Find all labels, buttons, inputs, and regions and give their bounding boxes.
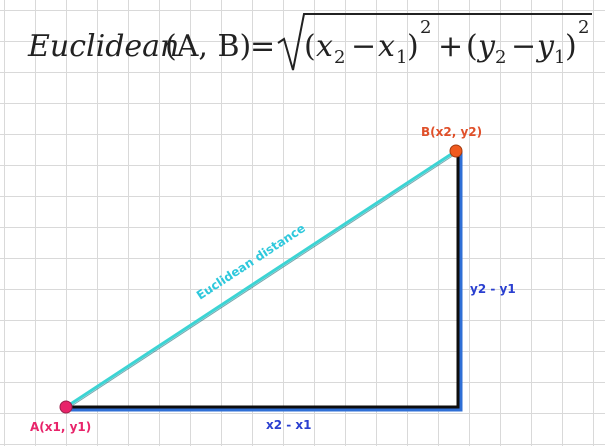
hypotenuse-line (65, 149, 457, 409)
euclidean-formula: Euclidean (A, B) = ( x 2 − x 1 ) 2 + ( y… (27, 13, 592, 71)
point-b-label: B(x2, y2) (421, 125, 482, 139)
formula-args: (A, B) (165, 29, 251, 64)
formula-y1: y (535, 29, 555, 64)
formula-x2: x (316, 29, 333, 64)
formula-plus: + (438, 29, 463, 64)
formula-minus2: − (511, 29, 536, 64)
triangle-legs (66, 151, 460, 409)
formula-exp2: 2 (578, 17, 589, 38)
formula-term1-close: ) (407, 29, 419, 64)
formula-term2-close: ) (565, 29, 577, 64)
formula-x1: x (378, 29, 395, 64)
formula-y2-sub: 2 (495, 47, 506, 68)
formula-equals: = (250, 29, 275, 64)
formula-term1-open: ( (304, 29, 316, 64)
hypotenuse-shadow (66, 152, 458, 410)
formula-y2: y (476, 29, 496, 64)
vertical-leg-label: y2 - y1 (470, 282, 516, 296)
formula-y1-sub: 1 (554, 47, 565, 68)
formula-x1-sub: 1 (396, 47, 407, 68)
leg-shadow (66, 151, 463, 412)
point-a-marker (59, 400, 73, 414)
formula-exp1: 2 (420, 17, 431, 38)
formula-x2-sub: 2 (334, 47, 345, 68)
formula-minus1: − (351, 29, 376, 64)
point-a-label: A(x1, y1) (30, 420, 91, 434)
radical-sign (277, 13, 592, 71)
formula-term2-open: ( (466, 29, 478, 64)
formula-function-name: Euclidean (27, 29, 179, 64)
point-b-marker (449, 144, 463, 158)
horizontal-leg-label: x2 - x1 (266, 418, 312, 432)
